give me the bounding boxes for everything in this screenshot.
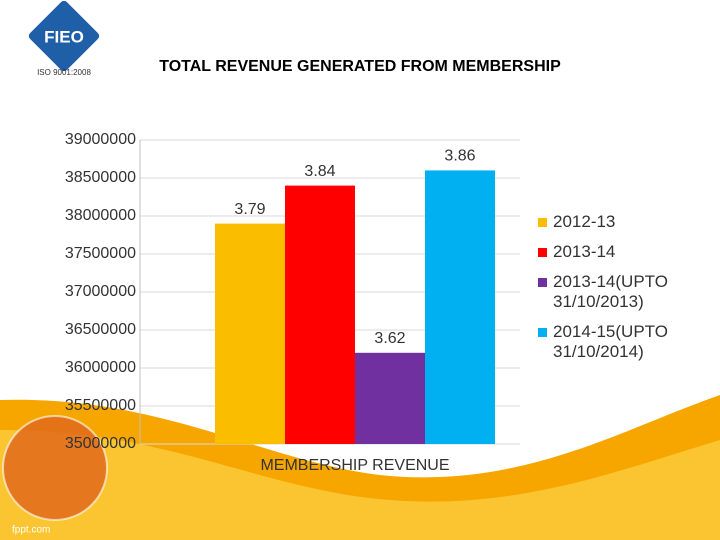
- logo-shape: [28, 0, 100, 72]
- legend: 2012-13 2013-14 2013-14(UPTO 31/10/2013) 20…: [538, 212, 688, 372]
- footer-text: fppt.com: [12, 525, 50, 536]
- bar: [215, 223, 285, 444]
- y-tick-label: 35500000: [65, 397, 136, 414]
- legend-swatch: [538, 278, 547, 287]
- legend-item: 2013-14: [538, 242, 688, 262]
- y-tick-label: 38500000: [65, 169, 136, 186]
- y-tick-label: 36500000: [65, 321, 136, 338]
- iso-text: ISO 9001:2008: [37, 68, 91, 77]
- value-label: 3.79: [234, 201, 265, 218]
- value-label: 3.84: [304, 163, 335, 180]
- background-wave: [0, 430, 720, 540]
- legend-swatch: [538, 218, 547, 227]
- globe-outline: [2, 415, 108, 521]
- globe: [3, 416, 107, 520]
- x-tick-label: MEMBERSHIP REVENUE: [260, 457, 449, 474]
- y-tick-label: 35000000: [65, 435, 136, 452]
- value-label: 3.62: [374, 330, 405, 347]
- slide-title: TOTAL REVENUE GENERATED FROM MEMBERSHIP: [159, 58, 561, 75]
- y-tick-label: 39000000: [65, 131, 136, 148]
- legend-swatch: [538, 248, 547, 257]
- bar: [425, 170, 495, 444]
- legend-label: 2013-14(UPTO 31/10/2013): [553, 272, 668, 311]
- legend-item: 2014-15(UPTO 31/10/2014): [538, 322, 688, 362]
- value-label: 3.86: [444, 148, 475, 165]
- legend-item: 2013-14(UPTO 31/10/2013): [538, 272, 688, 312]
- legend-label: 2013-14: [553, 242, 616, 261]
- logo-text: FIEO: [44, 27, 84, 46]
- y-tick-label: 36000000: [65, 359, 136, 376]
- legend-swatch: [538, 328, 547, 337]
- y-tick-label: 37500000: [65, 245, 136, 262]
- legend-label: 2014-15(UPTO 31/10/2014): [553, 322, 668, 361]
- legend-label: 2012-13: [553, 212, 616, 231]
- y-tick-label: 37000000: [65, 283, 136, 300]
- bar: [355, 352, 425, 444]
- y-tick-label: 38000000: [65, 207, 136, 224]
- legend-item: 2012-13: [538, 212, 688, 232]
- bar: [285, 185, 355, 444]
